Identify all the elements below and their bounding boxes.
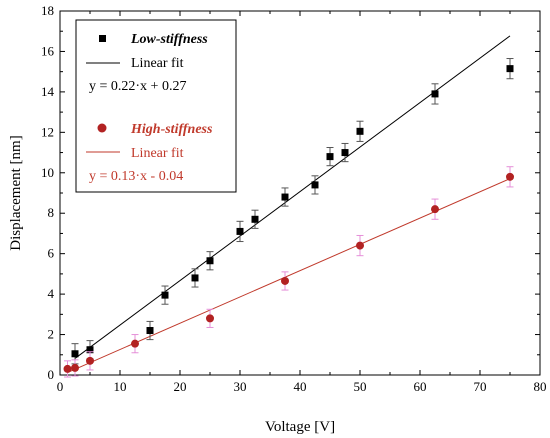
data-point-low-stiffness (281, 193, 289, 201)
data-point-low-stiffness (311, 181, 319, 189)
x-tick-label: 40 (294, 379, 307, 394)
data-point-high-stiffness (281, 276, 289, 285)
x-tick-label: 30 (234, 379, 247, 394)
data-point-low-stiffness (71, 350, 79, 358)
y-tick-label: 14 (41, 84, 55, 99)
x-tick-label: 20 (174, 379, 187, 394)
x-tick-label: 60 (414, 379, 427, 394)
data-point-low-stiffness (251, 215, 259, 223)
legend: Low-stiffness Linear fit y = 0.22·x + 0.… (75, 19, 237, 193)
legend-high-fit-equation: y = 0.13·x - 0.04 (89, 169, 183, 184)
y-tick-label: 4 (48, 286, 55, 301)
x-tick-label: 10 (114, 379, 127, 394)
data-point-high-stiffness (71, 363, 79, 372)
y-tick-label: 0 (48, 367, 55, 382)
data-point-high-stiffness (206, 314, 214, 323)
x-tick-label: 0 (57, 379, 64, 394)
y-tick-label: 16 (41, 43, 55, 58)
data-point-high-stiffness (86, 356, 94, 365)
data-point-high-stiffness (131, 339, 139, 348)
legend-low-stiffness-marker (99, 35, 106, 42)
data-point-low-stiffness (506, 65, 514, 73)
legend-high-fit-label: Linear fit (131, 146, 184, 161)
data-point-low-stiffness (356, 127, 364, 135)
data-point-low-stiffness (341, 149, 349, 157)
legend-low-stiffness-label: Low-stiffness (130, 32, 208, 47)
x-axis-title: Voltage [V] (265, 419, 335, 435)
data-point-low-stiffness (146, 327, 154, 335)
y-tick-label: 18 (41, 3, 54, 18)
x-tick-label: 80 (534, 379, 547, 394)
data-points (63, 58, 514, 378)
data-point-high-stiffness (356, 241, 364, 250)
data-point-high-stiffness (63, 364, 72, 373)
y-tick-label: 12 (41, 124, 54, 139)
data-point-low-stiffness (191, 274, 199, 282)
legend-low-fit-equation: y = 0.22·x + 0.27 (89, 79, 186, 94)
data-point-low-stiffness (236, 227, 244, 235)
y-tick-label: 8 (48, 205, 55, 220)
data-point-low-stiffness (326, 153, 334, 161)
legend-low-fit-label: Linear fit (131, 56, 184, 71)
y-axis-title: Displacement [nm] (8, 135, 24, 250)
data-point-low-stiffness (206, 257, 214, 265)
axis-ticks: 0 10 20 30 40 50 60 70 80 0 2 4 6 8 10 12 14 16 18 (41, 3, 547, 394)
x-tick-label: 50 (354, 379, 367, 394)
data-point-high-stiffness (506, 172, 514, 181)
legend-high-stiffness-label: High-stiffness (130, 122, 213, 137)
x-tick-label: 70 (474, 379, 487, 394)
data-point-high-stiffness (431, 205, 439, 214)
data-point-low-stiffness (431, 90, 439, 98)
fit-line-series-0 (74, 35, 511, 359)
y-tick-label: 10 (41, 165, 54, 180)
data-point-low-stiffness (86, 346, 94, 354)
y-tick-label: 6 (48, 246, 55, 261)
legend-high-stiffness-marker (97, 123, 107, 133)
y-tick-label: 2 (48, 327, 55, 342)
data-point-low-stiffness (161, 291, 169, 299)
legend-box (75, 19, 237, 193)
